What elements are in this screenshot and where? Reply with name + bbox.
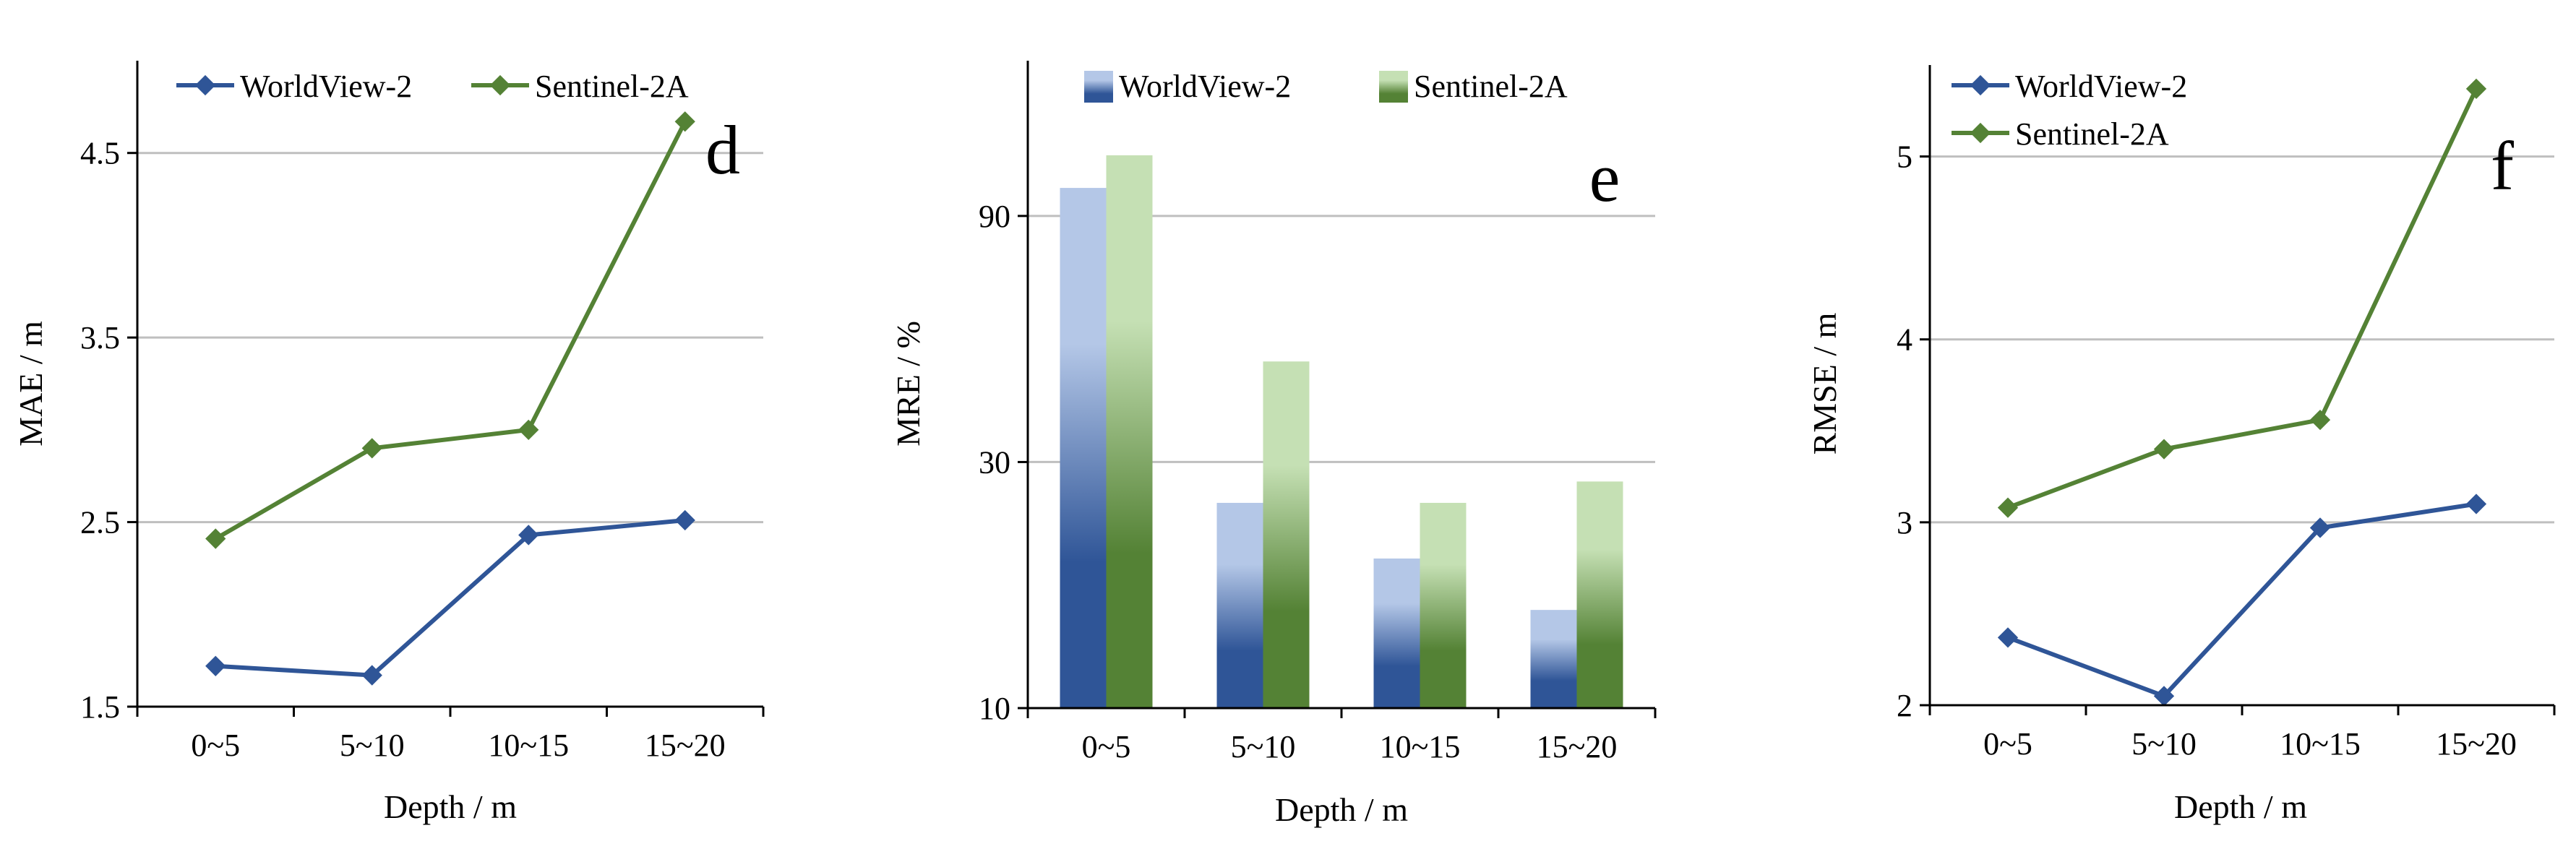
data-point bbox=[361, 438, 382, 459]
x-axis-label: Depth / m bbox=[1275, 791, 1408, 828]
data-point bbox=[361, 665, 382, 686]
legend-label-sentinel: Sentinel-2A bbox=[535, 69, 689, 104]
panel-e: 10 30 90 0~5 5~10 10~15 15~20 Depth / m MRE / … bbox=[890, 61, 1657, 828]
panel-f: 2 3 4 5 0~5 5~10 10~15 15~20 Depth / m RMSE / m… bbox=[1806, 65, 2556, 825]
bar-worldview-2 bbox=[1530, 610, 1577, 708]
bar-sentinel-2a bbox=[1106, 155, 1153, 708]
data-point bbox=[2153, 686, 2175, 707]
x-tick-label: 15~20 bbox=[1537, 729, 1618, 764]
data-point bbox=[1997, 497, 2019, 518]
y-tick-label: 2.5 bbox=[80, 505, 120, 540]
x-tick-label: 5~10 bbox=[1231, 729, 1296, 764]
y-tick-label: 4.5 bbox=[80, 136, 120, 171]
y-tick-label: 1.5 bbox=[80, 689, 120, 725]
bar-worldview-2 bbox=[1060, 188, 1107, 709]
y-tick-label: 3 bbox=[1897, 505, 1912, 540]
y-axis-label: MRE / % bbox=[890, 321, 927, 447]
data-point bbox=[2309, 517, 2331, 538]
series-line-worldview-2 bbox=[215, 518, 686, 678]
bar-sentinel-2a bbox=[1420, 502, 1467, 708]
data-point bbox=[518, 525, 539, 546]
legend-marker-worldview bbox=[194, 74, 216, 96]
data-point bbox=[518, 419, 539, 440]
y-tick-label: 2 bbox=[1897, 688, 1912, 723]
legend-label-sentinel: Sentinel-2A bbox=[1414, 69, 1568, 104]
bar-sentinel-2a bbox=[1263, 361, 1310, 708]
x-tick-label: 0~5 bbox=[1983, 726, 2032, 762]
data-point bbox=[2465, 494, 2487, 514]
data-point bbox=[205, 528, 226, 549]
data-point bbox=[2309, 409, 2331, 431]
panel-letter: d bbox=[705, 111, 740, 189]
series-line-worldview-2 bbox=[2006, 501, 2477, 699]
legend-marker-sentinel bbox=[1970, 122, 1991, 144]
panel-d: 1.52.53.54.50~5 5~10 10~15 15~20 Depth / m … bbox=[12, 61, 765, 825]
data-point bbox=[2465, 78, 2487, 100]
x-tick-label: 0~5 bbox=[1082, 729, 1131, 764]
x-tick-label: 15~20 bbox=[645, 728, 726, 763]
y-tick-label: 10 bbox=[979, 691, 1010, 726]
data-point bbox=[674, 111, 695, 132]
data-point bbox=[2153, 439, 2175, 460]
x-axis-label: Depth / m bbox=[2174, 788, 2307, 825]
legend-swatch-worldview bbox=[1084, 71, 1113, 103]
legend-label-worldview: WorldView-2 bbox=[240, 69, 412, 104]
legend-label-worldview: WorldView-2 bbox=[1119, 69, 1291, 104]
legend-marker-sentinel bbox=[489, 74, 511, 96]
y-axis-label: MAE / m bbox=[12, 321, 49, 447]
legend-swatch-sentinel bbox=[1379, 71, 1408, 103]
legend-label-worldview: WorldView-2 bbox=[2015, 69, 2187, 104]
x-tick-label: 10~15 bbox=[1380, 729, 1461, 764]
y-tick-label: 3.5 bbox=[80, 320, 120, 355]
legend: WorldView-2 Sentinel-2A bbox=[1952, 69, 2187, 152]
legend-marker-worldview bbox=[1970, 74, 1991, 96]
bar-sentinel-2a bbox=[1576, 481, 1623, 708]
x-tick-label: 15~20 bbox=[2436, 726, 2517, 762]
data-point bbox=[1997, 627, 2019, 648]
y-axis-label: RMSE / m bbox=[1806, 312, 1843, 454]
y-tick-label: 30 bbox=[979, 444, 1010, 480]
legend: WorldView-2 Sentinel-2A bbox=[1084, 69, 1568, 104]
x-tick-label: 10~15 bbox=[2280, 726, 2361, 762]
bar-worldview-2 bbox=[1373, 558, 1420, 708]
y-tick-label: 5 bbox=[1897, 139, 1912, 175]
panel-letter: e bbox=[1589, 139, 1620, 216]
legend-label-sentinel: Sentinel-2A bbox=[2015, 116, 2169, 152]
y-tick-label: 4 bbox=[1897, 322, 1912, 358]
data-point bbox=[205, 655, 226, 676]
x-tick-label: 10~15 bbox=[488, 728, 569, 763]
legend: WorldView-2 Sentinel-2A bbox=[176, 69, 689, 104]
panel-letter: f bbox=[2491, 127, 2514, 204]
bar-worldview-2 bbox=[1216, 502, 1263, 708]
x-tick-label: 5~10 bbox=[340, 728, 405, 763]
x-axis-label: Depth / m bbox=[384, 788, 517, 825]
x-tick-label: 5~10 bbox=[2131, 726, 2197, 762]
series-line-sentinel-2a bbox=[2006, 87, 2478, 510]
series-line-sentinel-2a bbox=[214, 120, 687, 541]
data-point bbox=[674, 509, 695, 531]
x-tick-label: 0~5 bbox=[191, 728, 240, 763]
y-tick-label: 90 bbox=[979, 199, 1010, 234]
